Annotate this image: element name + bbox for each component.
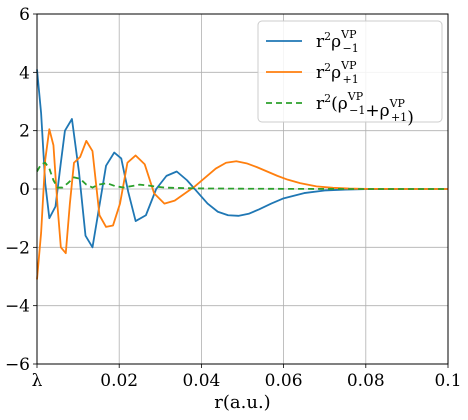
legend-box [257,20,443,123]
y-tick-label: −2 [5,238,30,258]
legend-label-part: VP [389,97,406,110]
x-tick-label: 0.1 [434,371,461,391]
legend-label-part: VP [347,90,364,103]
x-tick-label: 0.04 [182,371,220,391]
legend-label-part: + [365,101,379,121]
legend-label-part: ρ [331,63,341,83]
legend-label-part: 2 [324,92,331,105]
legend-label: r2(ρVP −1+ρVP +1) [316,90,414,128]
legend-label-part: VP [340,28,357,41]
legend-label-part: r [316,32,325,52]
series-line [36,128,448,280]
legend-label-part: −1 [343,42,359,55]
legend-label-part: 2 [324,61,331,74]
legend-label-part: −1 [349,104,365,117]
legend-label-part: VP [340,59,357,72]
y-tick-label: 6 [19,5,30,25]
legend-label: r2ρVP −1 [316,28,359,55]
ticks: λ 0.02 0.04 0.06 0.08 0.1 −6 −4 −2 0 2 4 6 [5,5,462,391]
y-tick-label: −6 [5,355,30,375]
series-line [36,69,448,249]
legend-label: r2ρVP +1 [316,59,359,86]
series-group [36,69,448,280]
y-tick-label: 4 [19,63,30,83]
legend-label-part: 2 [324,30,331,43]
y-tick-label: 2 [19,122,30,142]
legend-label-part: ( [331,94,338,114]
y-tick-label: 0 [19,180,30,200]
legend-label-part: r [316,94,325,114]
legend-label-part: r [316,63,325,83]
legend-label-part: +1 [343,73,359,86]
legend-label-part: +1 [391,111,407,124]
x-tick-label: λ [32,371,43,391]
y-tick-label: −4 [5,297,30,317]
legend-label-part: ρ [380,101,390,121]
legend-label-part: ρ [338,94,348,114]
x-tick-label: 0.02 [100,371,138,391]
x-tick-label: 0.06 [265,371,303,391]
legend-label-part: ρ [331,32,341,52]
x-tick-label: 0.08 [347,371,385,391]
legend-label-part: ) [407,108,414,128]
x-axis-label: r(a.u.) [214,392,270,413]
